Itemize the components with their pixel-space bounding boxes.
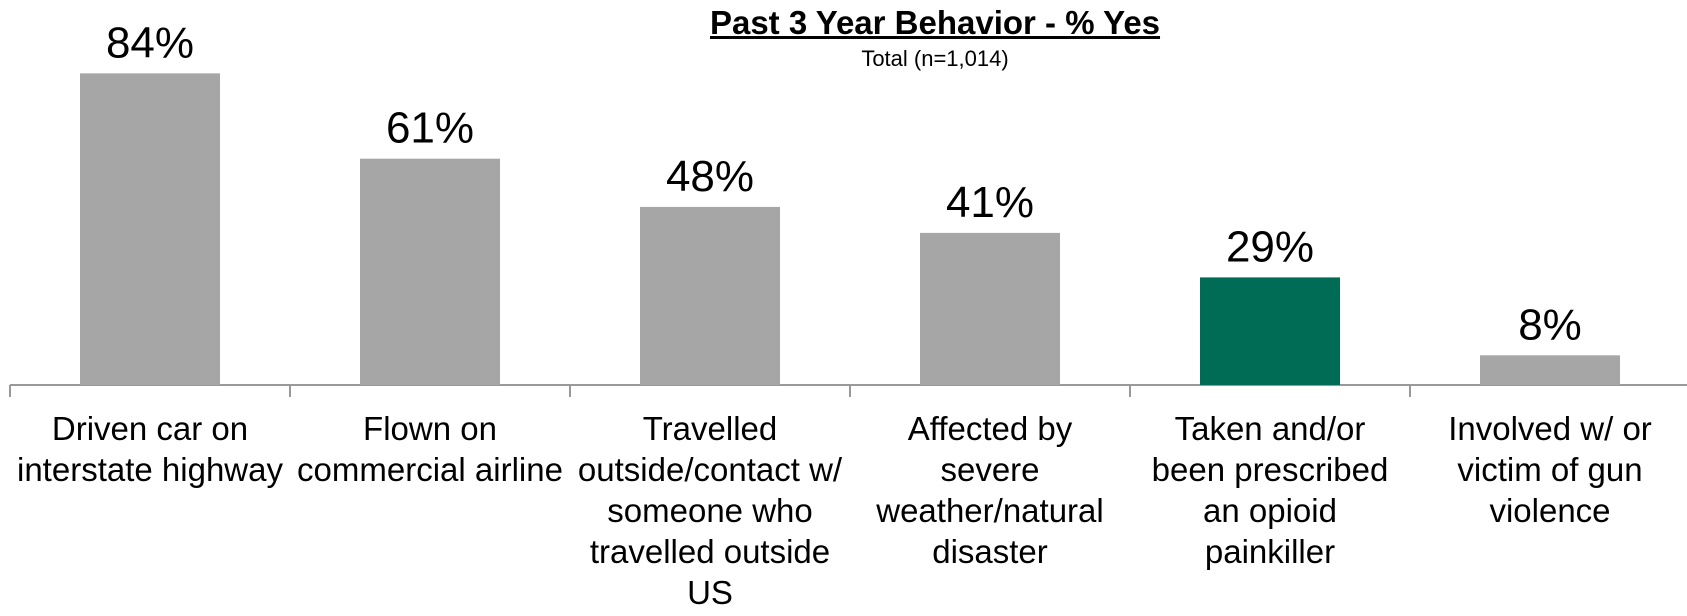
bar xyxy=(1200,277,1340,385)
bar xyxy=(1480,355,1620,385)
value-label: 29% xyxy=(1226,222,1314,271)
bar xyxy=(920,232,1060,385)
value-label: 84% xyxy=(106,18,194,67)
value-label: 41% xyxy=(946,178,1034,227)
chart-title: Past 3 Year Behavior - % Yes xyxy=(709,4,1161,41)
x-tick-label: Driven car on interstate highway xyxy=(17,410,283,488)
x-tick-label: Involved w/ or victim of gun violence xyxy=(1448,410,1652,529)
x-tick-label: Flown on commercial airline xyxy=(297,410,563,488)
x-tick-label: Taken and/or been prescribed an opioid p… xyxy=(1151,410,1389,570)
value-label: 8% xyxy=(1518,300,1582,349)
bar xyxy=(640,206,780,385)
bar xyxy=(360,158,500,385)
value-label: 61% xyxy=(386,104,474,153)
x-tick-label: Affected by severe weather/natural disas… xyxy=(876,410,1104,570)
x-tick-label: Travelled outside/contact w/ someone who… xyxy=(577,410,843,611)
value-label: 48% xyxy=(666,152,754,201)
bar xyxy=(80,73,220,386)
chart-subtitle: Total (n=1,014) xyxy=(861,46,1009,71)
